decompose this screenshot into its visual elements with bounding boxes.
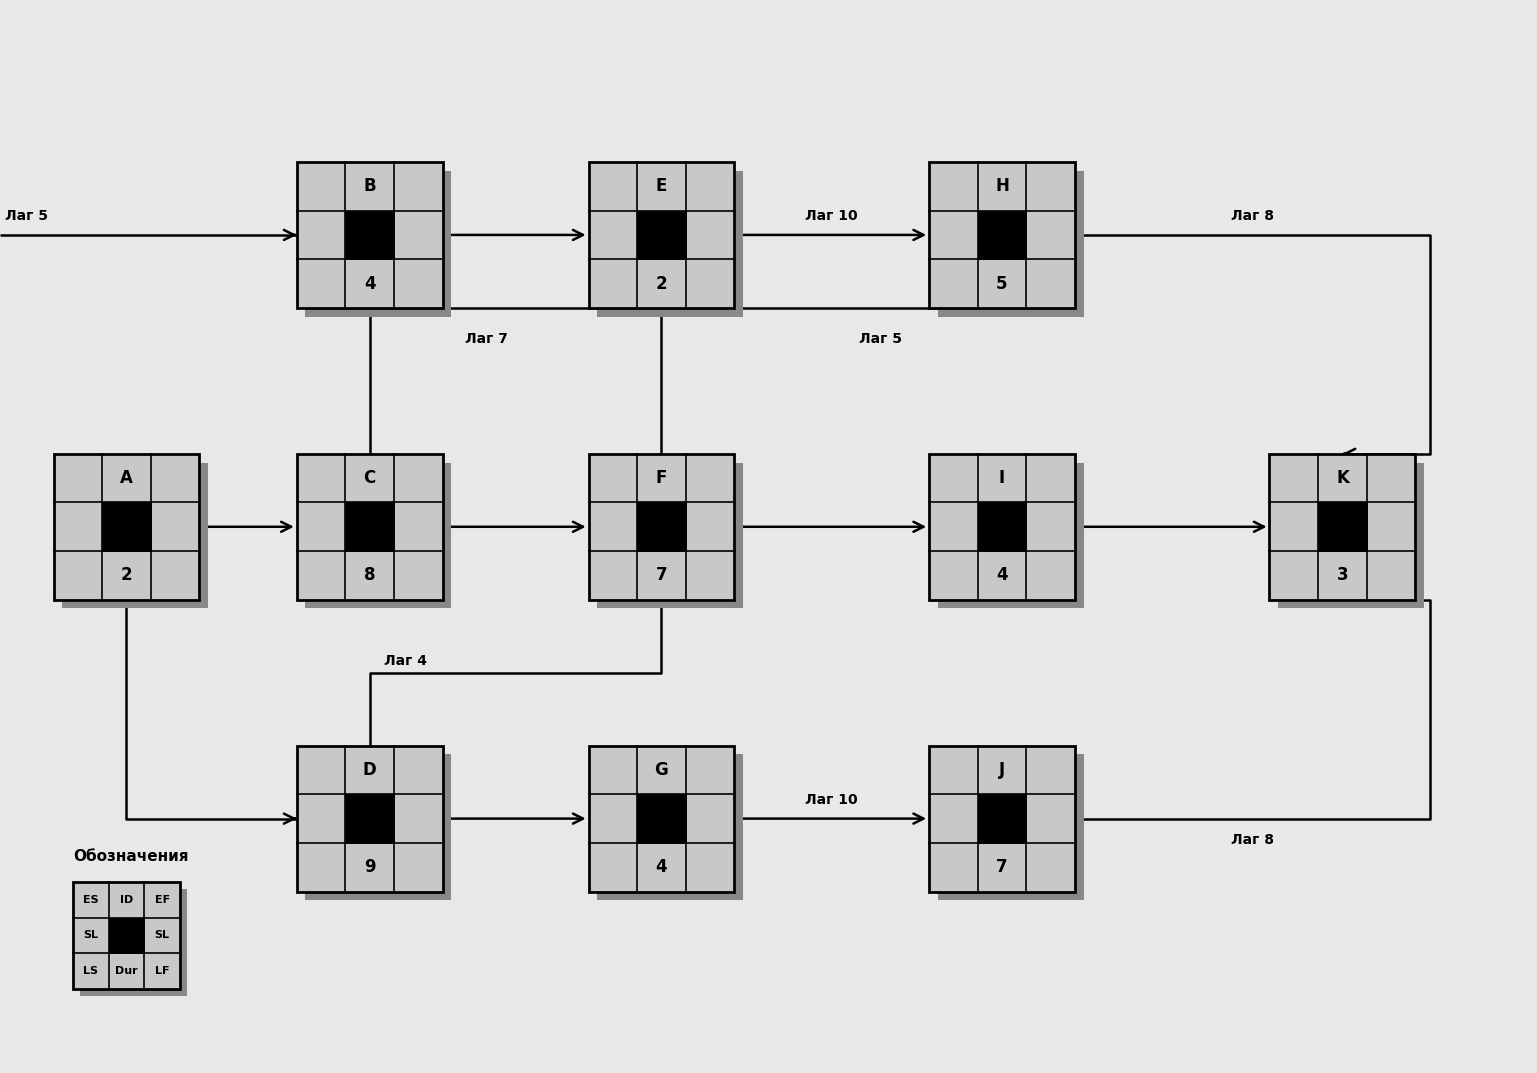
Bar xyxy=(1319,502,1366,552)
Text: 8: 8 xyxy=(364,567,375,585)
Text: J: J xyxy=(999,761,1005,779)
Text: C: C xyxy=(364,469,375,487)
Bar xyxy=(978,502,1027,552)
Bar xyxy=(978,210,1027,260)
Text: Dur: Dur xyxy=(115,966,138,976)
Bar xyxy=(638,502,686,552)
Bar xyxy=(928,746,1074,892)
Bar xyxy=(63,462,207,608)
Text: K: K xyxy=(1336,469,1349,487)
Text: H: H xyxy=(994,177,1008,195)
Bar xyxy=(589,162,735,308)
Text: 7: 7 xyxy=(656,567,667,585)
Bar xyxy=(938,171,1084,317)
Text: B: B xyxy=(363,177,377,195)
Bar xyxy=(598,462,744,608)
Bar xyxy=(589,454,735,600)
Bar xyxy=(638,210,686,260)
Text: ES: ES xyxy=(83,895,98,905)
Text: 2: 2 xyxy=(656,275,667,293)
Bar xyxy=(346,502,393,552)
Bar xyxy=(297,746,443,892)
Text: 4: 4 xyxy=(364,275,375,293)
Bar xyxy=(598,754,744,900)
Text: 9: 9 xyxy=(364,858,375,877)
Text: Лаг 10: Лаг 10 xyxy=(805,209,858,223)
Text: Лаг 5: Лаг 5 xyxy=(5,209,48,223)
Bar xyxy=(80,888,188,996)
Bar xyxy=(346,210,393,260)
Text: Лаг 7: Лаг 7 xyxy=(466,333,507,347)
Bar xyxy=(938,462,1084,608)
Text: EF: EF xyxy=(155,895,169,905)
Bar xyxy=(598,171,744,317)
Text: Лаг 5: Лаг 5 xyxy=(859,333,902,347)
Text: SL: SL xyxy=(155,930,169,940)
Bar xyxy=(297,162,443,308)
Text: A: A xyxy=(120,469,132,487)
Text: 7: 7 xyxy=(996,858,1008,877)
Bar xyxy=(928,454,1074,600)
Bar xyxy=(978,794,1027,843)
Text: 2: 2 xyxy=(120,567,132,585)
Text: ID: ID xyxy=(120,895,134,905)
Bar xyxy=(54,454,200,600)
Text: Лаг 4: Лаг 4 xyxy=(384,653,427,667)
Text: Лаг 10: Лаг 10 xyxy=(805,793,858,807)
Bar xyxy=(1270,454,1416,600)
Text: SL: SL xyxy=(83,930,98,940)
Bar xyxy=(928,162,1074,308)
Bar xyxy=(306,754,452,900)
Text: LF: LF xyxy=(155,966,169,976)
Text: F: F xyxy=(656,469,667,487)
Bar xyxy=(938,754,1084,900)
Bar xyxy=(109,917,144,953)
Bar xyxy=(1279,462,1425,608)
Text: E: E xyxy=(656,177,667,195)
Text: 4: 4 xyxy=(656,858,667,877)
Text: Лаг 8: Лаг 8 xyxy=(1231,209,1274,223)
Bar xyxy=(297,454,443,600)
Text: 3: 3 xyxy=(1337,567,1348,585)
Text: 5: 5 xyxy=(996,275,1008,293)
Bar xyxy=(346,794,393,843)
Bar xyxy=(306,171,452,317)
Text: 4: 4 xyxy=(996,567,1008,585)
Bar xyxy=(72,882,180,989)
Bar xyxy=(306,462,452,608)
Text: G: G xyxy=(655,761,669,779)
Text: D: D xyxy=(363,761,377,779)
Text: Лаг 8: Лаг 8 xyxy=(1231,834,1274,848)
Bar xyxy=(101,502,151,552)
Text: LS: LS xyxy=(83,966,98,976)
Bar xyxy=(589,746,735,892)
Bar xyxy=(638,794,686,843)
Text: Обозначения: Обозначения xyxy=(72,850,189,865)
Text: I: I xyxy=(999,469,1005,487)
